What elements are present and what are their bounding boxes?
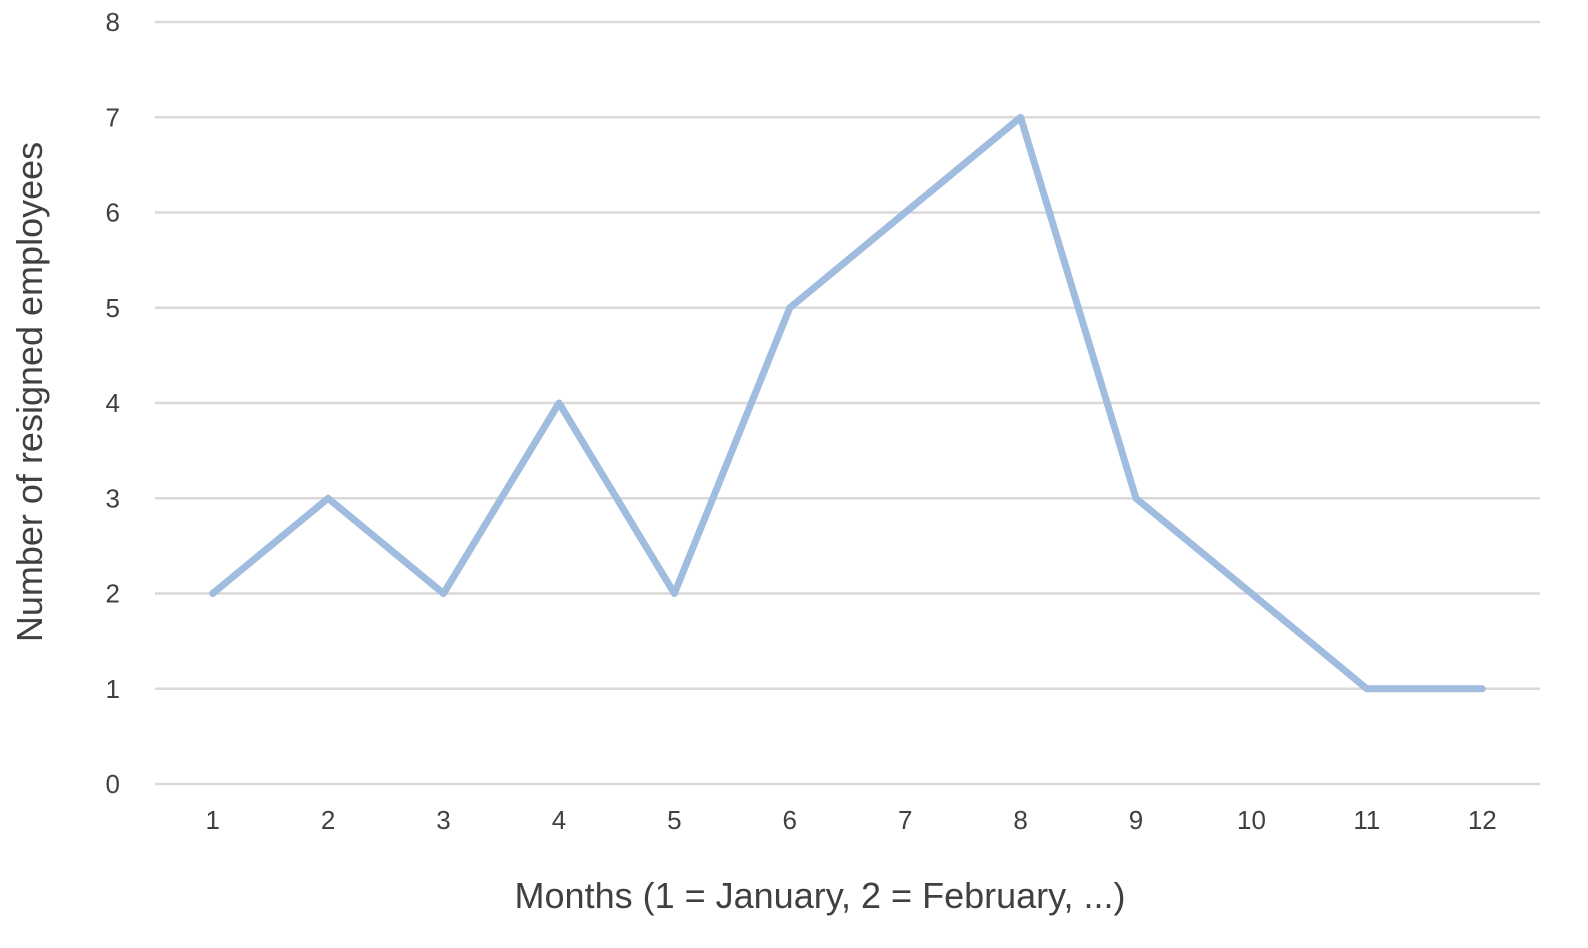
y-tick-label: 8	[106, 7, 120, 37]
x-axis-title: Months (1 = January, 2 = February, ...)	[515, 875, 1126, 916]
y-axis-title: Number of resigned employees	[9, 142, 50, 642]
x-tick-label: 5	[667, 805, 681, 835]
x-axis-ticks: 1 2 3 4 5 6 7 8 9 10 11 12	[205, 805, 1496, 835]
x-tick-label: 9	[1129, 805, 1143, 835]
y-tick-label: 6	[106, 198, 120, 228]
series-line	[209, 113, 1486, 693]
x-tick-label: 7	[898, 805, 912, 835]
y-tick-label: 7	[106, 102, 120, 132]
y-tick-label: 2	[106, 579, 120, 609]
x-tick-label: 12	[1468, 805, 1497, 835]
y-axis-ticks: 0 1 2 3 4 5 6 7 8	[106, 7, 120, 799]
y-tick-label: 3	[106, 483, 120, 513]
x-tick-label: 8	[1013, 805, 1027, 835]
y-tick-label: 4	[106, 388, 120, 418]
gridlines	[155, 20, 1540, 786]
x-tick-label: 1	[205, 805, 219, 835]
x-tick-label: 3	[436, 805, 450, 835]
y-tick-label: 0	[106, 769, 120, 799]
series-group	[209, 113, 1486, 693]
x-tick-label: 10	[1237, 805, 1266, 835]
x-tick-label: 6	[783, 805, 797, 835]
y-tick-label: 5	[106, 293, 120, 323]
y-tick-label: 1	[106, 674, 120, 704]
x-tick-label: 2	[321, 805, 335, 835]
x-tick-label: 11	[1353, 805, 1380, 835]
x-tick-label: 4	[552, 805, 566, 835]
